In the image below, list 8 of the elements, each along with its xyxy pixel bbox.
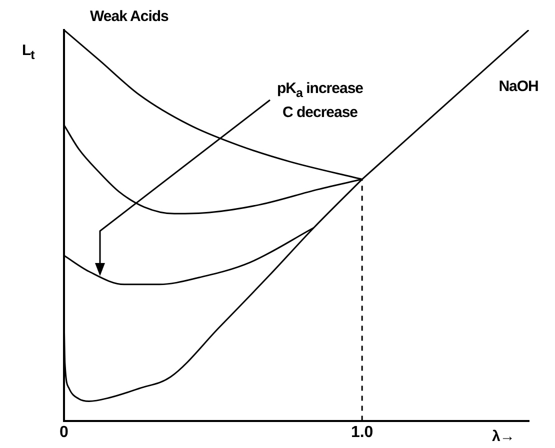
x-tick-label: 0 <box>60 424 69 441</box>
y-axis-title: L$_{t}$ <box>22 42 34 62</box>
annotation: C decrease <box>282 104 358 121</box>
series-label: NaOH <box>498 78 538 95</box>
chart-title: Weak Acids <box>90 8 168 25</box>
x-axis-title: λ→ <box>492 428 514 445</box>
x-tick-label: 1.0 <box>350 424 374 441</box>
annotation: pK$_{a}$ increase <box>277 80 363 100</box>
